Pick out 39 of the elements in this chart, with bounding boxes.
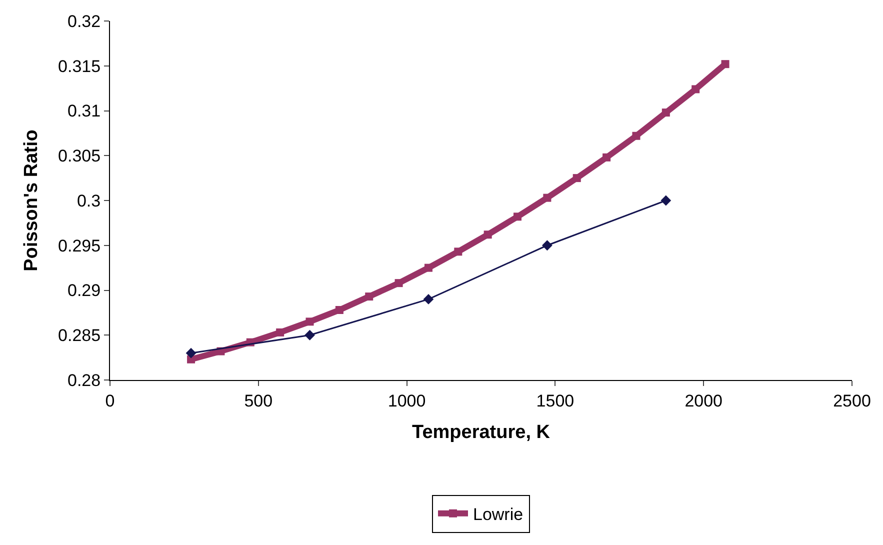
- point: [602, 153, 611, 162]
- y-tick-label: 0.315: [58, 56, 101, 76]
- x-tick-label: 1000: [388, 391, 426, 410]
- point: [514, 212, 522, 221]
- y-tick-label: 0.285: [58, 326, 101, 346]
- point: [394, 279, 403, 288]
- point: [662, 108, 670, 117]
- point: [660, 195, 672, 206]
- point: [721, 60, 730, 68]
- y-tick-label: 0.295: [58, 236, 101, 256]
- x-tick-label: 2500: [833, 391, 871, 410]
- point: [304, 330, 315, 340]
- point: [542, 240, 552, 251]
- point: [454, 248, 462, 256]
- point: [365, 292, 374, 301]
- point: [276, 328, 284, 336]
- y-axis-title: Poisson's Ratio: [20, 130, 42, 272]
- point: [572, 174, 581, 182]
- x-tick-label: 2000: [684, 391, 723, 410]
- point: [692, 85, 700, 94]
- x-tick-label: 500: [244, 391, 273, 410]
- point: [335, 306, 344, 314]
- y-tick-label: 0.32: [68, 12, 101, 31]
- x-axis-title: Temperature, K: [412, 422, 550, 444]
- point: [423, 294, 434, 304]
- y-tick-label: 0.31: [68, 102, 101, 121]
- point: [632, 132, 640, 140]
- point: [306, 318, 314, 326]
- point: [424, 264, 432, 272]
- y-tick-label: 0.28: [68, 370, 101, 390]
- point: [484, 230, 492, 239]
- y-tick-label: 0.305: [58, 146, 101, 166]
- y-tick-label: 0.29: [68, 281, 101, 300]
- point: [543, 194, 552, 202]
- point: [186, 348, 196, 358]
- y-tick-label: 0.3: [76, 191, 101, 210]
- x-tick-label: 1500: [536, 391, 574, 410]
- x-tick-label: 0: [105, 391, 115, 410]
- legend-label: Lowrie: [473, 505, 524, 524]
